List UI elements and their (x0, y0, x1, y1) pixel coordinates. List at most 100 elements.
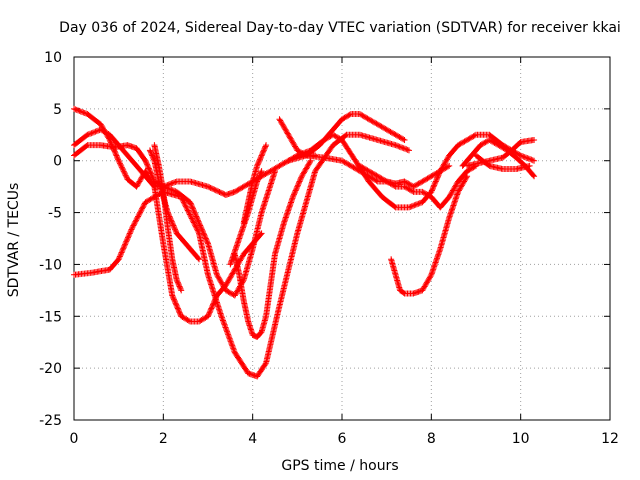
data-point (109, 134, 111, 136)
data-point (395, 274, 397, 276)
data-point (243, 253, 245, 255)
data-point (359, 170, 361, 172)
y-tick-label: -15 (39, 309, 62, 325)
data-point (265, 144, 267, 146)
data-point (448, 217, 450, 219)
data-point (529, 165, 531, 167)
x-tick-label: 4 (248, 431, 257, 447)
series-track-9 (240, 142, 270, 226)
data-point (176, 232, 178, 234)
data-point (332, 134, 334, 136)
data-point (287, 160, 289, 162)
data-point (520, 155, 522, 157)
data-point (198, 232, 200, 234)
data-point (261, 331, 263, 333)
data-point (305, 155, 307, 157)
data-point (421, 201, 423, 203)
data-point (149, 149, 151, 151)
data-point (144, 170, 146, 172)
data-point (261, 212, 263, 214)
data-point (270, 284, 272, 286)
x-tick-label: 12 (601, 431, 619, 447)
data-point (171, 258, 173, 260)
data-point (118, 258, 120, 260)
data-point (127, 144, 129, 146)
data-point (314, 170, 316, 172)
data-point (136, 186, 138, 188)
data-point (412, 292, 414, 294)
y-tick-label: -25 (39, 413, 62, 429)
axis-ticks (73, 56, 611, 421)
y-tick-labels: 10 5 0 -5 -10 -15 -20 -25 (39, 50, 62, 429)
data-point (359, 113, 361, 115)
data-point (408, 206, 410, 208)
data-point (430, 274, 432, 276)
data-point (488, 160, 490, 162)
data-point (252, 248, 254, 250)
data-point (395, 144, 397, 146)
data-point (332, 129, 334, 131)
data-point (153, 186, 155, 188)
x-tick-label: 8 (427, 431, 436, 447)
data-point (238, 274, 240, 276)
data-point (176, 180, 178, 182)
data-point (515, 157, 517, 159)
data-point (261, 232, 263, 234)
data-point (144, 201, 146, 203)
data-point (533, 175, 535, 177)
data-point (368, 118, 370, 120)
data-point (256, 336, 258, 338)
data-point (243, 300, 245, 302)
data-point (466, 170, 468, 172)
data-point (207, 315, 209, 317)
data-point (261, 170, 263, 172)
data-point (243, 222, 245, 224)
data-point (198, 320, 200, 322)
data-point (381, 196, 383, 198)
data-point (86, 134, 88, 136)
data-point (252, 196, 254, 198)
data-point (301, 175, 303, 177)
data-point (515, 168, 517, 170)
data-point (475, 134, 477, 136)
data-point (194, 253, 196, 255)
data-point (457, 191, 459, 193)
data-point (404, 292, 406, 294)
data-series-group (71, 105, 538, 380)
data-point (466, 139, 468, 141)
data-point (395, 134, 397, 136)
data-point (198, 222, 200, 224)
data-point (421, 191, 423, 193)
data-point (511, 149, 513, 151)
data-point (234, 269, 236, 271)
data-point (377, 180, 379, 182)
data-point (176, 191, 178, 193)
data-point (225, 194, 227, 196)
data-point (488, 139, 490, 141)
data-point (220, 315, 222, 317)
chart-title: Day 036 of 2024, Sidereal Day-to-day VTE… (59, 20, 621, 36)
data-point (216, 274, 218, 276)
y-tick-label: -10 (39, 257, 62, 273)
data-point (430, 191, 432, 193)
data-point (265, 315, 267, 317)
data-point (377, 175, 379, 177)
data-point (292, 196, 294, 198)
data-point (207, 186, 209, 188)
data-point (390, 258, 392, 260)
data-point (144, 175, 146, 177)
data-point (296, 149, 298, 151)
y-tick-label: -20 (39, 361, 62, 377)
data-point (171, 222, 173, 224)
data-point (310, 149, 312, 151)
series-track-2 (71, 126, 278, 299)
data-point (475, 163, 477, 165)
data-point (359, 134, 361, 136)
y-tick-label: 5 (53, 102, 62, 118)
data-point (225, 289, 227, 291)
data-point (354, 160, 356, 162)
data-point (153, 144, 155, 146)
data-point (466, 165, 468, 167)
data-point (234, 352, 236, 354)
